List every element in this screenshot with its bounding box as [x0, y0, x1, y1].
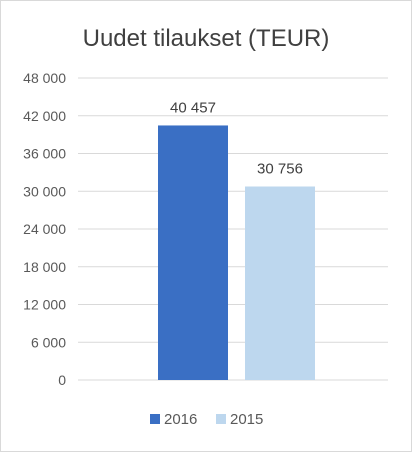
y-tick-label: 48 000	[23, 70, 66, 86]
y-tick-label: 36 000	[23, 146, 66, 162]
bar-2016	[158, 125, 228, 380]
legend-label-2016: 2016	[164, 411, 197, 428]
y-tick-label: 42 000	[23, 108, 66, 124]
legend-label-2015: 2015	[230, 411, 263, 428]
legend: 2016 2015	[150, 411, 263, 428]
data-label-2016: 40 457	[170, 99, 216, 116]
y-tick-label: 12 000	[23, 297, 66, 313]
y-tick-label: 6 000	[31, 334, 66, 350]
legend-swatch-2015	[216, 414, 226, 424]
data-labels: 40 457 30 756	[170, 99, 303, 177]
bar-2015	[245, 186, 315, 380]
y-tick-label: 30 000	[23, 183, 66, 199]
y-tick-label: 18 000	[23, 259, 66, 275]
bars	[158, 125, 315, 380]
data-label-2015: 30 756	[257, 160, 303, 177]
y-tick-label: 0	[58, 372, 66, 388]
y-tick-label: 24 000	[23, 221, 66, 237]
y-axis: 0 6 000 12 000 18 000 24 000 30 000 36 000 42 0…	[23, 70, 66, 388]
legend-swatch-2016	[150, 414, 160, 424]
gridlines	[78, 77, 388, 381]
chart-title: Uudet tilaukset (TEUR)	[83, 25, 330, 52]
